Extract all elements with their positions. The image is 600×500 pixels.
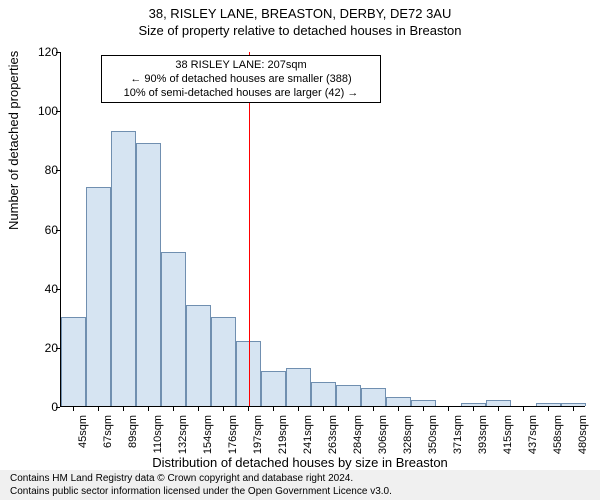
bars-layer [61, 52, 585, 406]
licence-footer: Contains HM Land Registry data © Crown c… [0, 470, 600, 500]
bar [286, 368, 311, 406]
y-tick-label: 80 [0, 164, 58, 176]
y-tick-label: 120 [0, 46, 58, 58]
chart-supertitle: 38, RISLEY LANE, BREASTON, DERBY, DE72 3… [0, 0, 600, 21]
bar [561, 403, 586, 406]
x-tick-mark [548, 407, 549, 411]
x-tick-mark [148, 407, 149, 411]
title-block: 38, RISLEY LANE, BREASTON, DERBY, DE72 3… [0, 0, 600, 38]
bar [536, 403, 561, 406]
x-tick-mark [123, 407, 124, 411]
x-tick-mark [398, 407, 399, 411]
plot-area: 38 RISLEY LANE: 207sqm ← 90% of detached… [60, 52, 585, 407]
bar [86, 187, 111, 406]
x-tick-mark [248, 407, 249, 411]
x-tick-mark [348, 407, 349, 411]
bar [261, 371, 286, 407]
x-tick-mark [173, 407, 174, 411]
x-tick-mark [73, 407, 74, 411]
x-tick-mark [323, 407, 324, 411]
x-tick-mark [373, 407, 374, 411]
x-tick-mark [223, 407, 224, 411]
x-tick-mark [98, 407, 99, 411]
y-tick-label: 60 [0, 224, 58, 236]
bar [186, 305, 211, 406]
y-tick-label: 100 [0, 105, 58, 117]
annotation-line-1: 38 RISLEY LANE: 207sqm [108, 58, 374, 72]
x-tick-mark [473, 407, 474, 411]
bar [161, 252, 186, 406]
annotation-box: 38 RISLEY LANE: 207sqm ← 90% of detached… [101, 55, 381, 103]
bar [211, 317, 236, 406]
bar [311, 382, 336, 406]
bar [386, 397, 411, 406]
x-tick-mark [523, 407, 524, 411]
reference-line [249, 52, 250, 406]
bar [61, 317, 86, 406]
bar [336, 385, 361, 406]
y-tick-mark [56, 407, 60, 408]
annotation-line-2: ← 90% of detached houses are smaller (38… [108, 72, 374, 86]
x-tick-mark [273, 407, 274, 411]
bar [461, 403, 486, 406]
y-axis-label: Number of detached properties [6, 51, 21, 230]
x-tick-mark [198, 407, 199, 411]
chart-title: Size of property relative to detached ho… [0, 21, 600, 38]
x-tick-mark [573, 407, 574, 411]
annotation-line-3: 10% of semi-detached houses are larger (… [108, 86, 374, 100]
y-tick-label: 40 [0, 283, 58, 295]
licence-line-1: Contains HM Land Registry data © Crown c… [10, 472, 590, 485]
x-tick-mark [423, 407, 424, 411]
bar [486, 400, 511, 406]
y-tick-label: 0 [0, 401, 58, 413]
bar [361, 388, 386, 406]
x-tick-mark [448, 407, 449, 411]
bar [111, 131, 136, 406]
figure: 38, RISLEY LANE, BREASTON, DERBY, DE72 3… [0, 0, 600, 500]
x-axis-label: Distribution of detached houses by size … [0, 455, 600, 470]
y-tick-label: 20 [0, 342, 58, 354]
x-tick-mark [298, 407, 299, 411]
x-tick-mark [498, 407, 499, 411]
bar [411, 400, 436, 406]
bar [136, 143, 161, 406]
licence-line-2: Contains public sector information licen… [10, 485, 590, 498]
